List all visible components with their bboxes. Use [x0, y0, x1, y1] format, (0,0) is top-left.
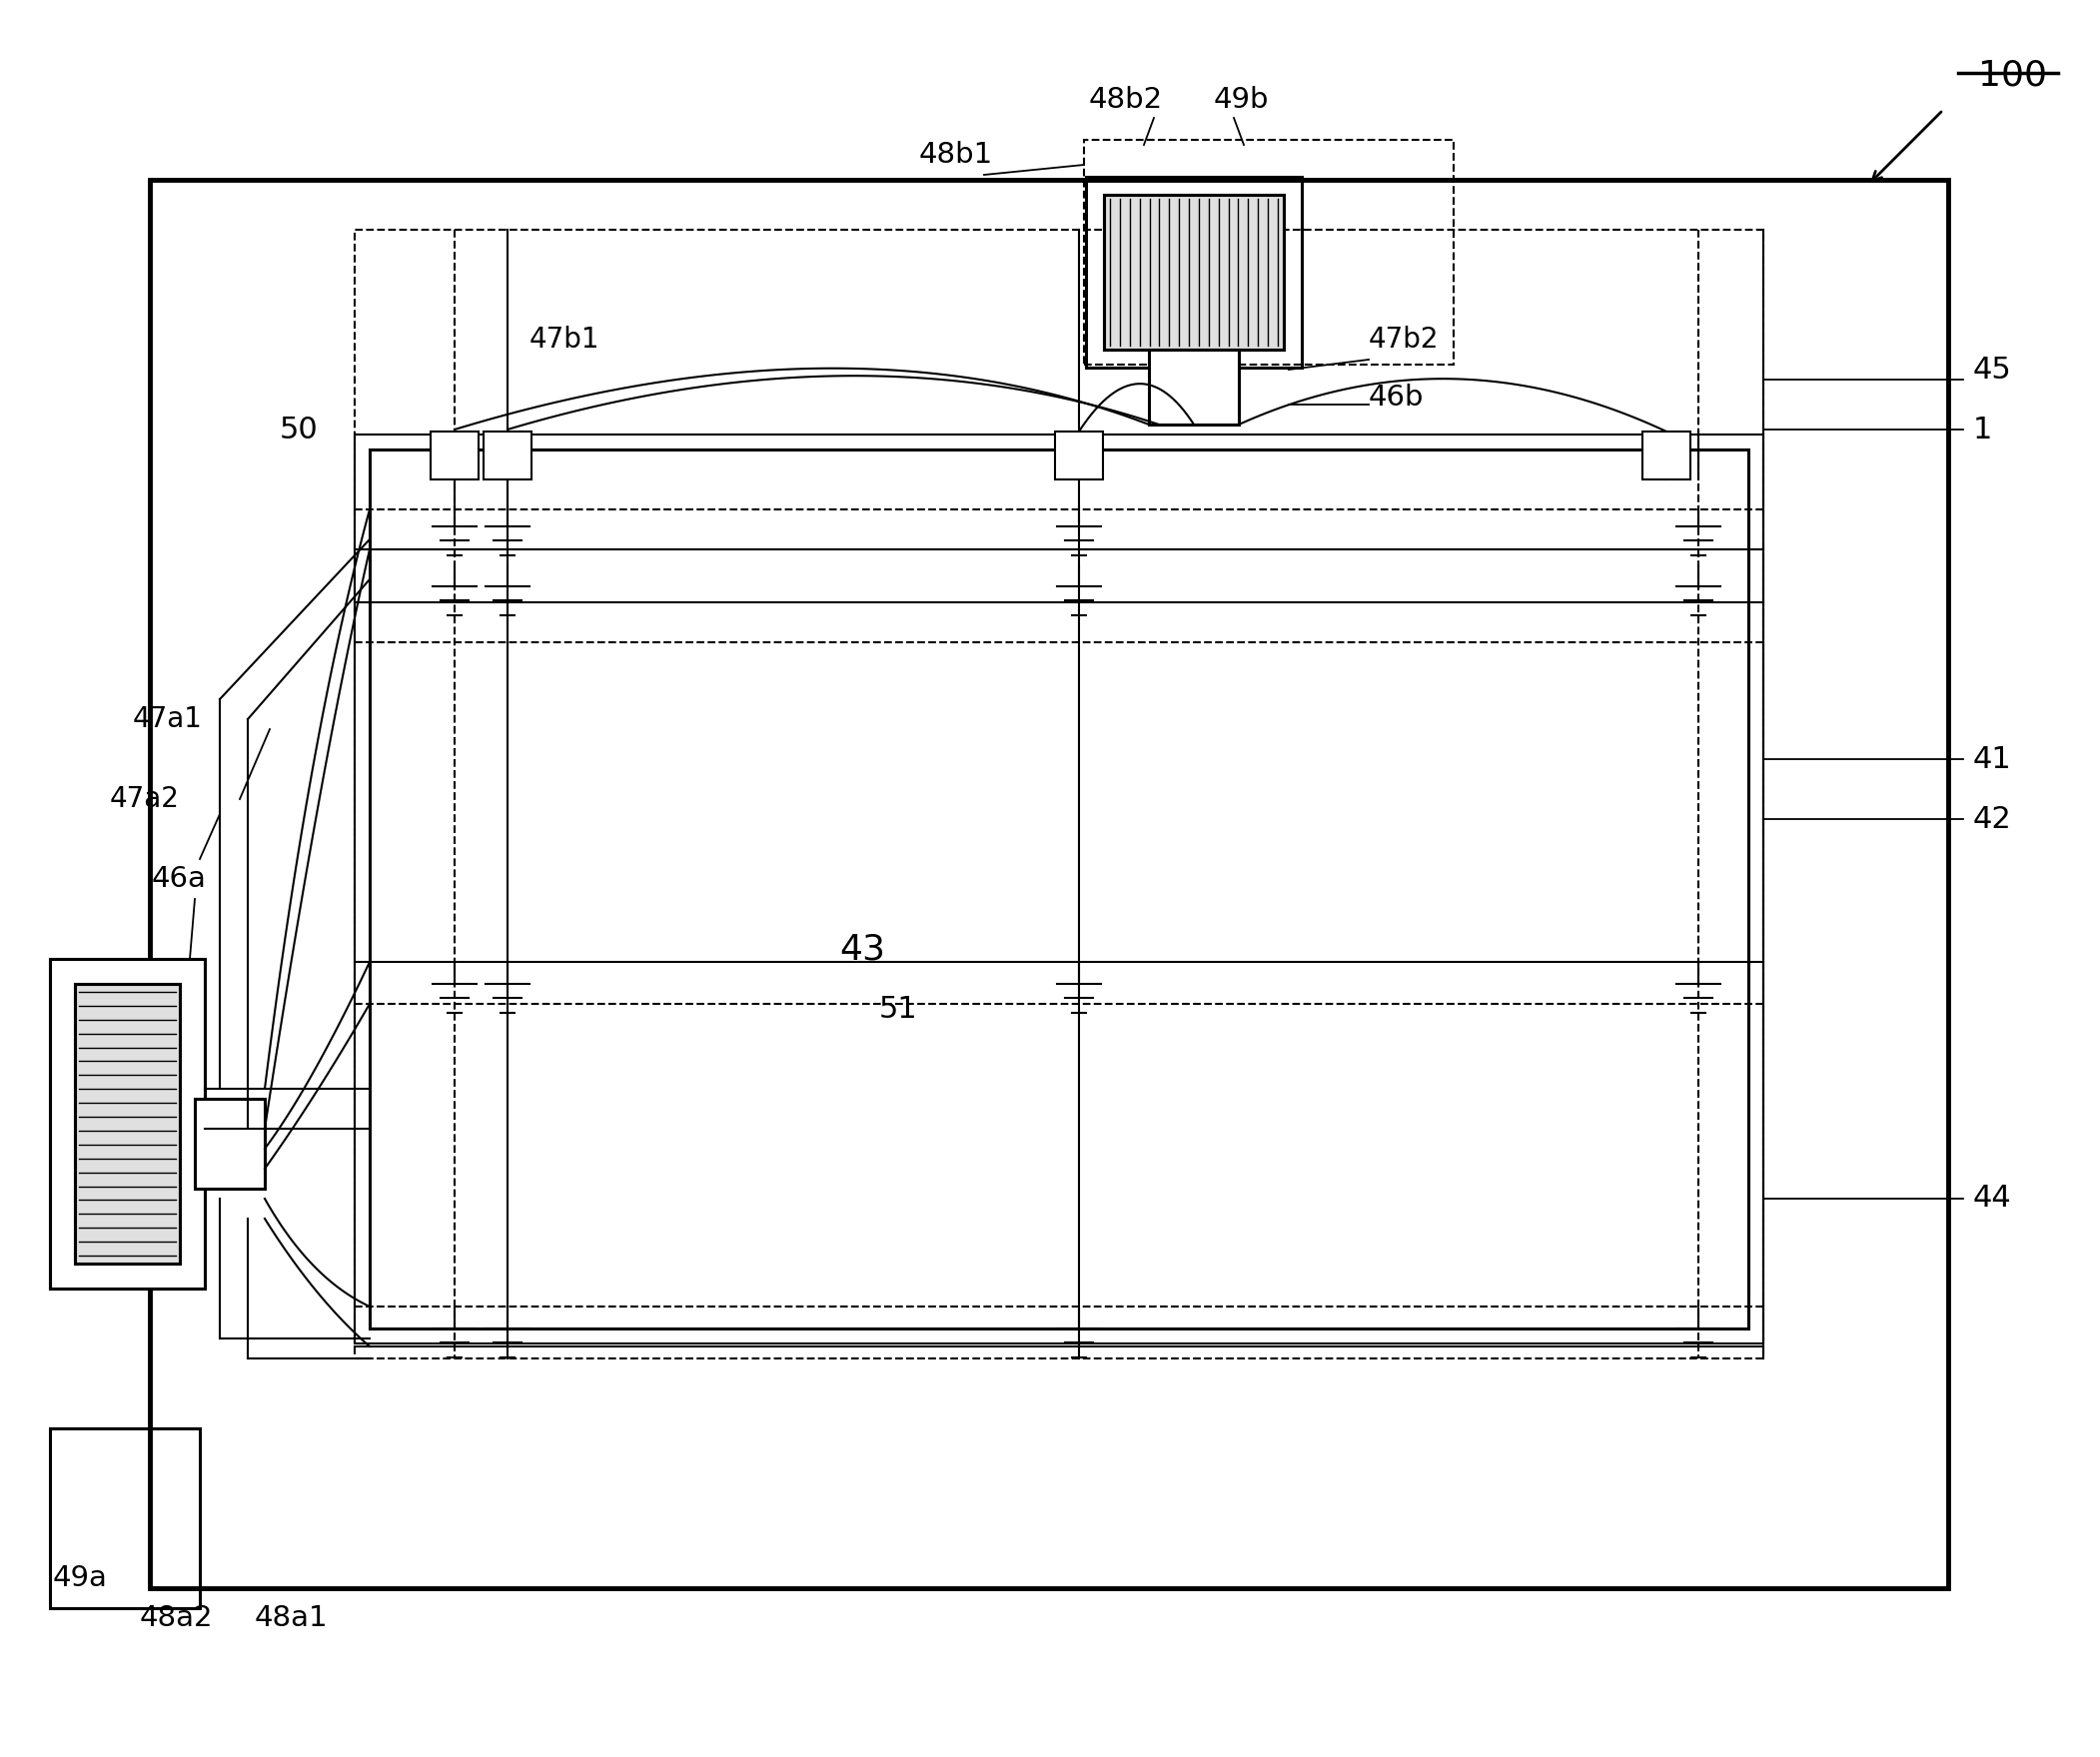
Text: 47b2: 47b2 — [1369, 325, 1439, 353]
Text: 46a: 46a — [151, 864, 206, 893]
Text: 1: 1 — [1974, 415, 1993, 445]
Bar — [483, 432, 531, 480]
Bar — [1149, 350, 1239, 425]
Text: 47b1: 47b1 — [529, 325, 601, 353]
Text: 48b1: 48b1 — [920, 141, 993, 169]
Text: 47a1: 47a1 — [132, 705, 204, 733]
Bar — [149, 179, 1949, 1588]
Bar — [1105, 195, 1283, 350]
Bar — [50, 959, 206, 1288]
Bar — [76, 984, 181, 1263]
Text: 45: 45 — [1974, 355, 2012, 385]
Bar — [1054, 432, 1102, 480]
Text: 42: 42 — [1974, 805, 2012, 833]
Bar — [1084, 141, 1453, 365]
Bar — [370, 450, 1749, 1328]
Text: 51: 51 — [880, 994, 918, 1023]
Bar — [1105, 195, 1283, 350]
Text: 41: 41 — [1974, 745, 2012, 773]
Bar — [76, 984, 181, 1263]
Text: 48a2: 48a2 — [141, 1604, 214, 1632]
Bar — [355, 434, 1764, 1344]
Text: 50: 50 — [279, 415, 319, 445]
Text: 47a2: 47a2 — [109, 785, 181, 813]
Text: 48b2: 48b2 — [1090, 86, 1163, 114]
Text: 44: 44 — [1974, 1184, 2012, 1212]
Text: 49b: 49b — [1214, 86, 1268, 114]
Bar — [430, 432, 479, 480]
Bar — [195, 1098, 265, 1189]
Text: 49a: 49a — [53, 1564, 107, 1592]
Bar — [1642, 432, 1691, 480]
Bar — [50, 959, 206, 1288]
Text: 48a1: 48a1 — [254, 1604, 328, 1632]
Bar — [50, 1428, 200, 1608]
Bar — [1086, 177, 1302, 367]
Text: 100: 100 — [1978, 58, 2047, 91]
Bar — [355, 230, 1764, 1358]
Text: 46b: 46b — [1369, 383, 1424, 411]
Text: 43: 43 — [840, 931, 886, 966]
